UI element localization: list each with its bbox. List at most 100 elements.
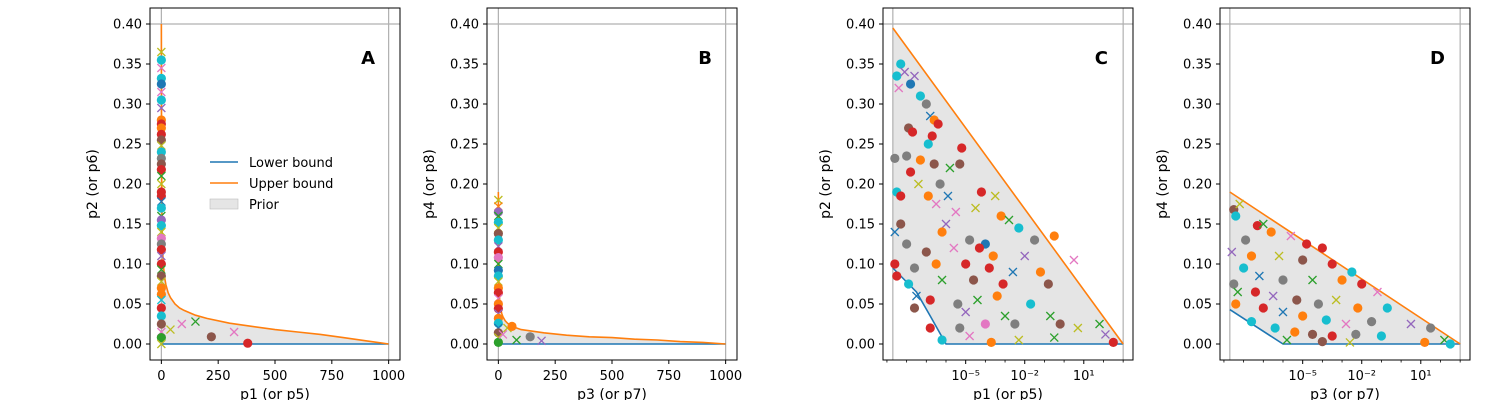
plot-area bbox=[1220, 8, 1470, 360]
sample-point bbox=[156, 103, 166, 113]
sample-point bbox=[1246, 251, 1257, 261]
sample-point bbox=[1049, 231, 1059, 241]
y-tick-label: 0.15 bbox=[1183, 218, 1212, 233]
sample-point bbox=[156, 135, 166, 145]
legend-label-lower-bound: Lower bound bbox=[249, 156, 333, 171]
sample-point bbox=[909, 263, 920, 273]
y-tick-label: 0.05 bbox=[113, 298, 142, 313]
sample-point bbox=[1317, 243, 1327, 253]
x-tick-label: 10⁻⁵ bbox=[951, 369, 980, 384]
sample-point bbox=[156, 271, 166, 281]
panel-c: 0.00 0.05 0.10 0.15 0.20 0.25 0.30 0.35 0.40 10⁻⁵… bbox=[818, 7, 1134, 403]
y-tick-label: 0.35 bbox=[846, 58, 875, 73]
sample-point bbox=[955, 159, 965, 169]
sample-point bbox=[1004, 215, 1014, 225]
x-tick-label: 10¹ bbox=[1073, 369, 1095, 384]
sample-point bbox=[1014, 223, 1024, 233]
y-tick-label: 0.20 bbox=[846, 178, 875, 193]
sample-point bbox=[156, 165, 166, 175]
panel-label: D bbox=[1430, 48, 1445, 69]
sample-point bbox=[156, 289, 166, 299]
sample-point bbox=[156, 259, 166, 269]
upper-bound-line bbox=[1229, 191, 1461, 345]
plot-area bbox=[487, 8, 737, 360]
sample-point bbox=[1420, 337, 1430, 347]
sample-point bbox=[493, 235, 503, 245]
x-tick-label: 10⁻² bbox=[1010, 369, 1039, 384]
sample-point bbox=[1382, 303, 1392, 313]
sample-point bbox=[1337, 275, 1347, 285]
sample-point bbox=[1345, 337, 1355, 347]
sample-point bbox=[156, 251, 166, 261]
sample-point bbox=[493, 195, 503, 205]
sample-point bbox=[1313, 299, 1324, 309]
sample-point bbox=[1298, 311, 1308, 321]
sample-point bbox=[1231, 211, 1241, 221]
sample-point bbox=[1108, 337, 1118, 347]
sample-point bbox=[156, 283, 166, 293]
sample-point bbox=[1254, 271, 1264, 281]
sample-point bbox=[988, 251, 998, 261]
sample-point bbox=[896, 191, 906, 201]
sample-point bbox=[992, 291, 1002, 301]
y-tick-label: 0.35 bbox=[113, 58, 142, 73]
sample-point bbox=[493, 229, 503, 239]
sample-point bbox=[156, 95, 166, 105]
sample-point bbox=[937, 275, 947, 285]
sample-point bbox=[943, 191, 953, 201]
x-tick-label: 500 bbox=[263, 369, 288, 384]
x-tick-label: 250 bbox=[543, 369, 568, 384]
sample-point bbox=[1010, 319, 1020, 329]
x-tick-label: 500 bbox=[600, 369, 625, 384]
sample-point bbox=[923, 139, 933, 149]
sample-point bbox=[1258, 219, 1268, 229]
sample-point bbox=[1327, 331, 1337, 341]
sample-point bbox=[1317, 337, 1327, 347]
sample-point bbox=[498, 329, 508, 339]
x-tick-label: 1000 bbox=[372, 369, 405, 384]
x-axis-label: p3 (or p7) bbox=[577, 387, 647, 400]
y-tick-label: 0.05 bbox=[846, 298, 875, 313]
sample-point bbox=[980, 319, 990, 329]
upper-bound-line bbox=[497, 191, 726, 345]
sample-point bbox=[1278, 307, 1288, 317]
sample-point bbox=[1270, 323, 1280, 333]
sample-point bbox=[1266, 227, 1276, 237]
sample-point bbox=[1268, 291, 1278, 301]
sample-point bbox=[1043, 279, 1053, 289]
sample-point bbox=[896, 219, 906, 229]
y-tick-label: 0.25 bbox=[846, 138, 875, 153]
sample-point bbox=[507, 321, 517, 331]
sample-point bbox=[1286, 231, 1296, 241]
sample-point bbox=[907, 127, 918, 137]
sample-point bbox=[1250, 287, 1261, 297]
sample-point bbox=[1366, 317, 1377, 327]
sample-point bbox=[1049, 333, 1059, 343]
sample-point bbox=[493, 304, 503, 314]
sample-point bbox=[1246, 317, 1257, 327]
sample-point bbox=[925, 323, 935, 333]
sample-point bbox=[1229, 279, 1239, 289]
sample-point bbox=[931, 259, 941, 269]
sample-point bbox=[915, 91, 926, 101]
y-tick-label: 0.40 bbox=[450, 18, 479, 33]
sample-point bbox=[1095, 319, 1104, 329]
x-tick-label: 750 bbox=[319, 369, 344, 384]
sample-point bbox=[890, 153, 900, 163]
sample-point bbox=[896, 59, 906, 69]
sample-point bbox=[1227, 247, 1237, 257]
y-tick-label: 0.40 bbox=[1183, 18, 1212, 33]
sample-point bbox=[965, 235, 975, 245]
sample-point bbox=[902, 239, 912, 249]
sample-point bbox=[890, 227, 900, 237]
y-tick-label: 0.40 bbox=[113, 18, 142, 33]
x-tick-label: 250 bbox=[206, 369, 231, 384]
sample-point bbox=[974, 243, 985, 253]
sample-point bbox=[1347, 267, 1357, 277]
y-tick-label: 0.20 bbox=[113, 178, 142, 193]
sample-point bbox=[955, 323, 965, 333]
y-tick-label: 0.00 bbox=[450, 338, 479, 353]
legend-label-upper-bound: Upper bound bbox=[249, 177, 333, 192]
panel-label: B bbox=[698, 48, 712, 69]
sample-point bbox=[1373, 287, 1382, 297]
